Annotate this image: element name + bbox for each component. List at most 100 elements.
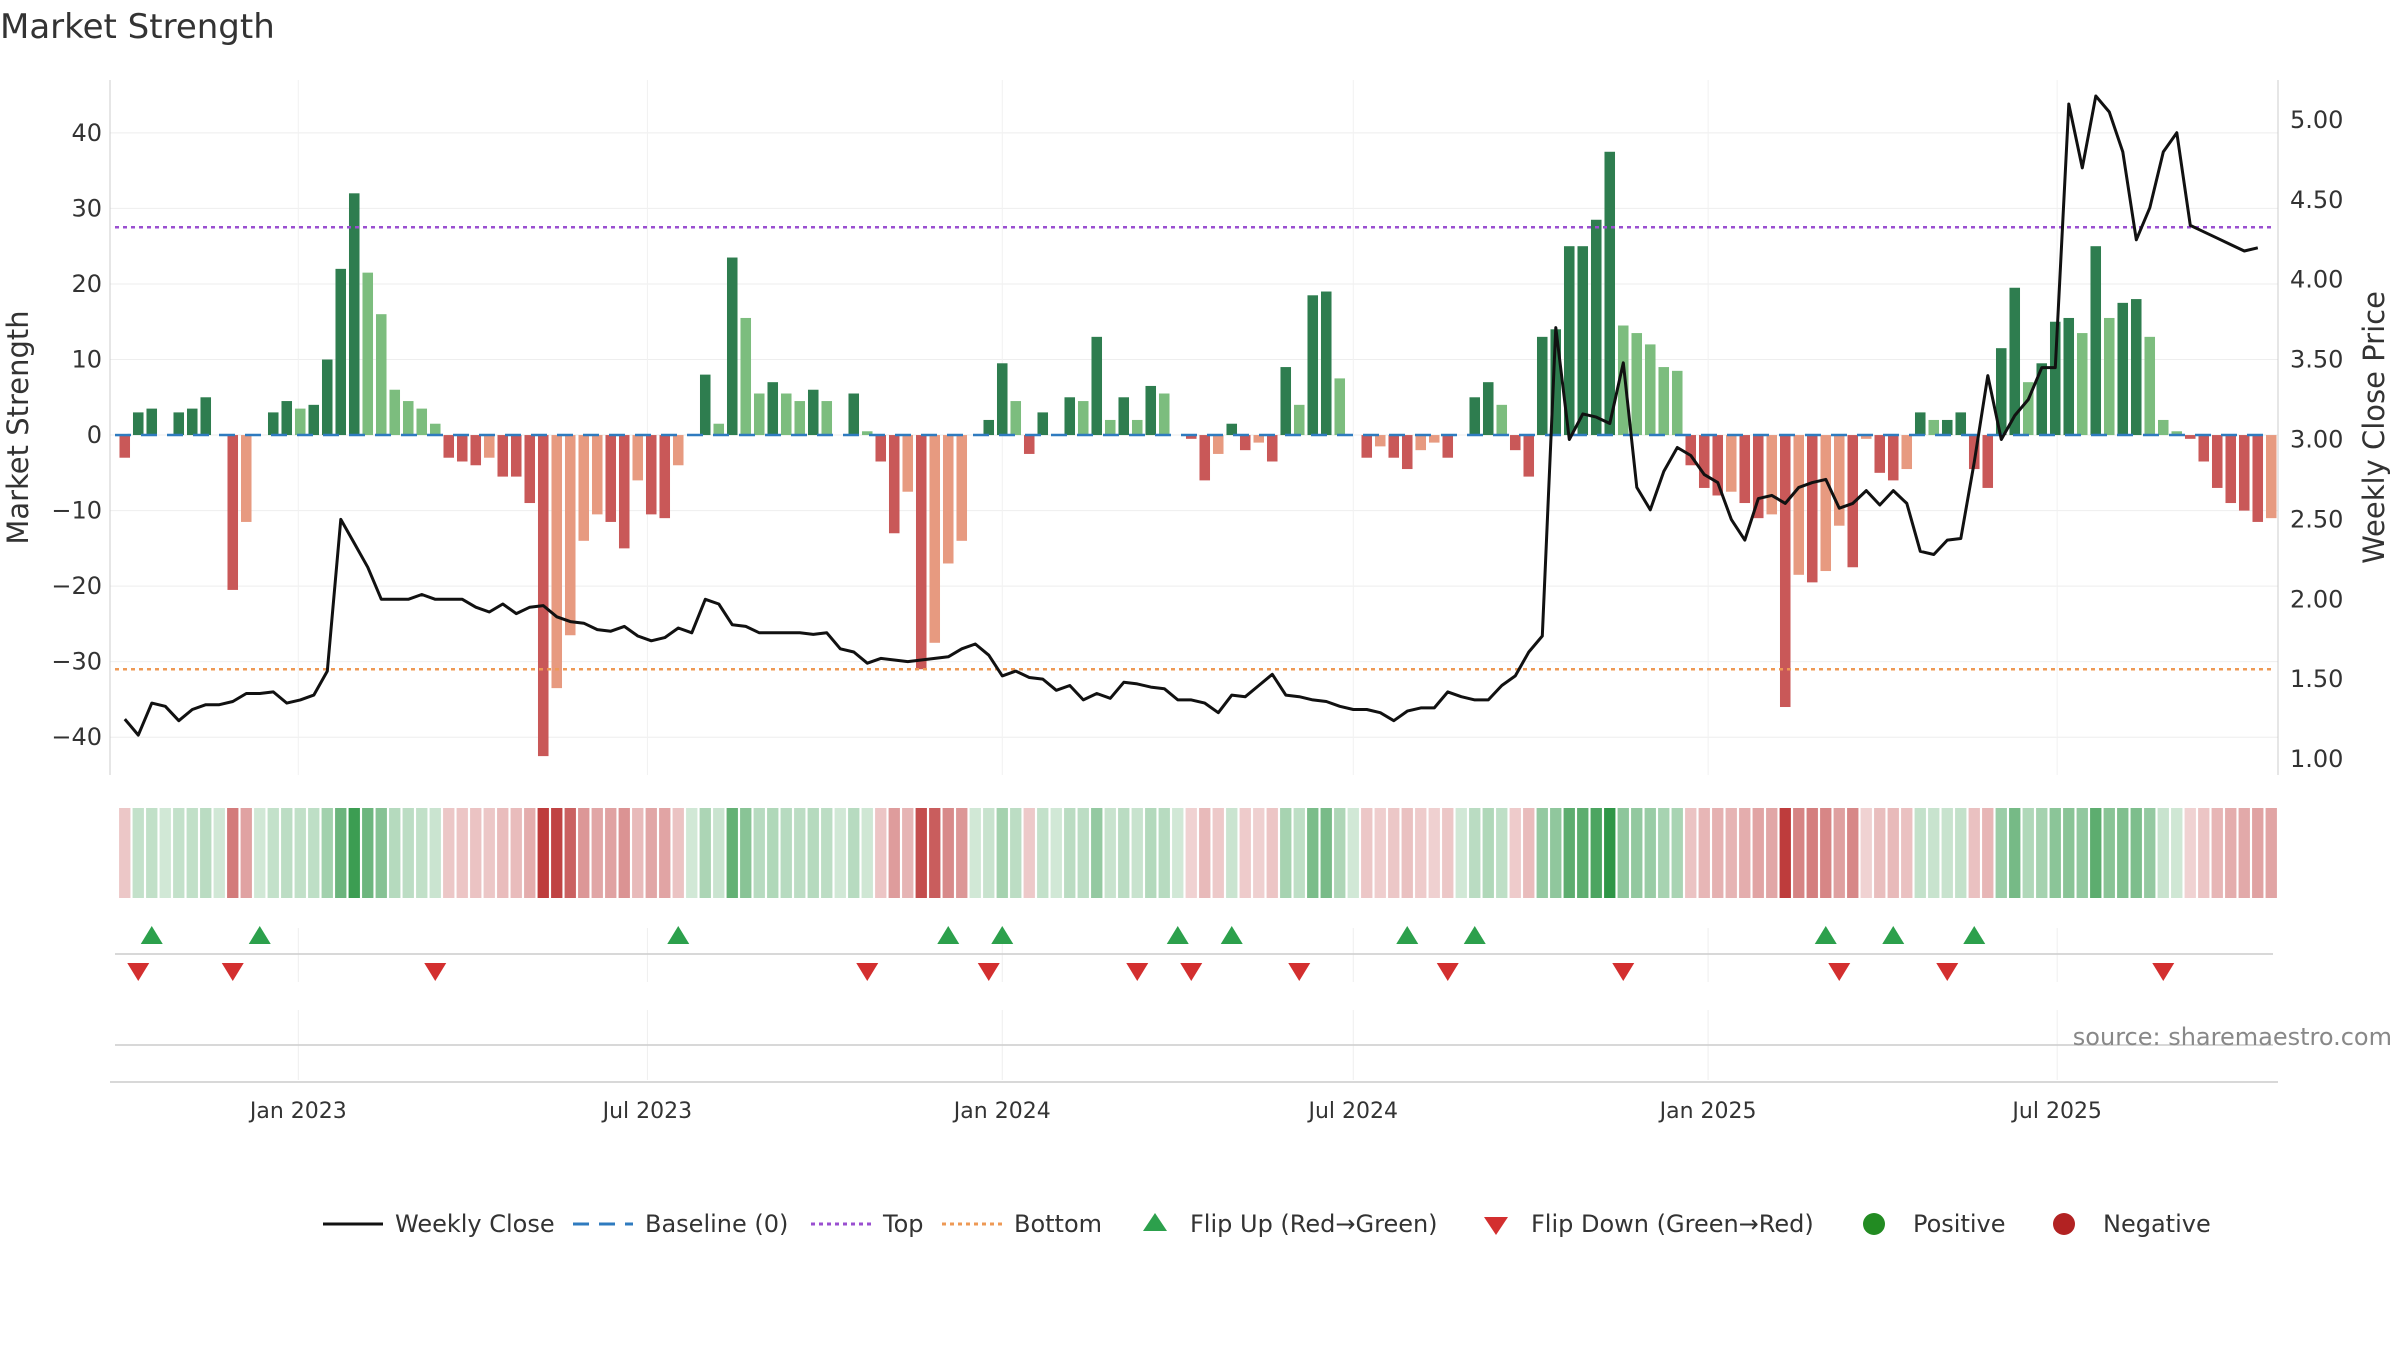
strength-bar	[1631, 333, 1643, 436]
legend-label: Negative	[2103, 1210, 2211, 1238]
strength-bar	[740, 317, 752, 436]
strength-bar	[456, 435, 468, 462]
heat-cell	[200, 808, 212, 898]
strength-bar	[1293, 404, 1305, 436]
heat-cell	[2090, 808, 2102, 898]
heat-cell	[672, 808, 684, 898]
strength-bar	[713, 423, 725, 436]
heat-cell	[699, 808, 711, 898]
strength-bar	[1577, 246, 1589, 436]
heat-cell	[1307, 808, 1319, 898]
heat-cell	[1469, 808, 1481, 898]
heat-cell	[240, 808, 252, 898]
heat-cell	[1280, 808, 1292, 898]
flip-down-marker	[1828, 963, 1851, 981]
heat-cell	[861, 808, 873, 898]
strength-bar	[551, 435, 563, 689]
strength-bar	[1010, 401, 1022, 436]
heat-cell	[1509, 808, 1521, 898]
strength-bar	[1091, 336, 1103, 436]
heat-cell	[1010, 808, 1022, 898]
heat-cell	[848, 808, 860, 898]
legend-flip-up-icon	[1143, 1213, 1167, 1231]
strength-bar	[402, 401, 414, 436]
heat-cell	[510, 808, 522, 898]
legend-label: Baseline (0)	[645, 1210, 788, 1238]
strength-bar	[1820, 435, 1832, 572]
heat-cell	[1617, 808, 1629, 898]
heat-cell	[119, 808, 131, 898]
strength-bar	[1725, 435, 1737, 492]
legend-label: Flip Down (Green→Red)	[1531, 1210, 1814, 1238]
strength-bar	[132, 412, 144, 436]
heat-cell	[929, 808, 941, 898]
strength-bars	[119, 151, 2277, 757]
heat-cell	[2265, 808, 2277, 898]
strength-bar	[2076, 333, 2088, 436]
flip-up-marker	[667, 926, 690, 944]
heat-cell	[1766, 808, 1778, 898]
heat-cell	[362, 808, 374, 898]
strength-bar	[888, 435, 900, 534]
strength-bar	[605, 435, 617, 522]
heat-cell	[1536, 808, 1548, 898]
strength-bar	[875, 435, 887, 462]
flip-up-marker	[140, 926, 163, 944]
heat-cell	[1698, 808, 1710, 898]
heat-cell	[659, 808, 671, 898]
heat-cell	[605, 808, 617, 898]
heat-cell	[632, 808, 644, 898]
heat-cell	[780, 808, 792, 898]
strength-bar	[2090, 246, 2102, 436]
source-label: source: sharemaestro.com	[2073, 1023, 2392, 1051]
strength-bar	[1968, 435, 1980, 470]
y-tick-label: −10	[51, 497, 102, 525]
heat-cell	[1901, 808, 1913, 898]
flip-down-marker	[977, 963, 1000, 981]
heat-cell	[1226, 808, 1238, 898]
heat-cell	[1023, 808, 1035, 898]
x-tick-label: Jan 2024	[952, 1099, 1051, 1124]
heat-cell	[1428, 808, 1440, 898]
strength-bar	[2225, 435, 2237, 504]
strength-bar	[294, 408, 306, 436]
heat-cell	[389, 808, 401, 898]
y2-tick-label: 4.00	[2290, 266, 2343, 294]
strength-bar	[1658, 367, 1670, 436]
strength-bar	[1644, 344, 1656, 436]
strength-bar	[2171, 431, 2183, 436]
legend-item: Negative	[2053, 1210, 2211, 1238]
heat-cell	[591, 808, 603, 898]
strength-heat-strip	[119, 808, 2277, 898]
weekly-close-line	[123, 94, 2259, 737]
strength-bar	[2036, 363, 2048, 436]
heat-cell	[375, 808, 387, 898]
strength-bar	[996, 363, 1008, 436]
strength-bar	[807, 389, 819, 436]
strength-bar	[699, 374, 711, 436]
heat-cell	[1388, 808, 1400, 898]
x-tick-label: Jan 2023	[248, 1099, 347, 1124]
strength-bar	[173, 412, 185, 436]
strength-bar	[1145, 385, 1157, 436]
strength-bar	[902, 435, 914, 492]
flip-down-marker	[1288, 963, 1311, 981]
heat-cell	[2144, 808, 2156, 898]
x-tick-label: Jul 2023	[601, 1099, 693, 1124]
strength-bar	[1928, 419, 1940, 436]
strength-bar	[848, 393, 860, 436]
strength-bar	[1766, 435, 1778, 515]
x-tick-label: Jul 2024	[1306, 1099, 1398, 1124]
strength-bar	[146, 408, 158, 436]
heat-cell	[1064, 808, 1076, 898]
strength-bar	[1523, 435, 1535, 477]
flip-up-marker	[1463, 926, 1486, 944]
y2-tick-label: 2.00	[2290, 585, 2343, 613]
legend-flip-down-icon	[1484, 1217, 1508, 1235]
strength-bar	[362, 272, 374, 436]
heat-cell	[402, 808, 414, 898]
heat-cell	[281, 808, 293, 898]
heat-cell	[1833, 808, 1845, 898]
strength-bar	[1617, 325, 1629, 436]
heat-cell	[956, 808, 968, 898]
